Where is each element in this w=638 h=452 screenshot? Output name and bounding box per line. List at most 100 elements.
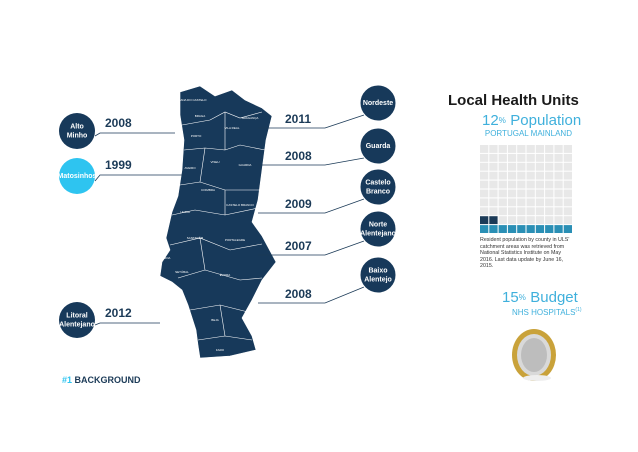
unit-year: 2008 [105, 116, 132, 130]
unit-callouts: Alto Minho 2008 Matosinhos 1999 Litoral Alente… [58, 84, 397, 338]
waffle-cell-filled [507, 225, 517, 233]
waffle-cell [517, 162, 526, 171]
district-label: VILA REAL [224, 126, 239, 130]
waffle-cell [535, 180, 545, 189]
budget-label: Budget [530, 289, 578, 306]
leader-line [94, 132, 175, 137]
note-box: Resident population by county in ULS' ca… [480, 237, 570, 270]
waffle-cell [507, 216, 517, 225]
waffle-cell [517, 189, 526, 198]
district-labels: VIANA DO CASTELO BRAGA VILA REAL BRAGANÇA PO… [160, 98, 259, 352]
waffle-cell [554, 216, 563, 225]
unit-label: Castelo Branco [365, 179, 390, 195]
unit-label-line: Baixo [368, 267, 387, 274]
waffle-cell [535, 145, 545, 153]
waffle-cell [526, 216, 535, 225]
waffle-cell [489, 189, 498, 198]
district-label: VISEU [210, 160, 219, 164]
waffle-cell [507, 153, 517, 162]
waffle-cell [563, 198, 572, 207]
waffle-cell [554, 171, 563, 180]
waffle-cell [535, 216, 545, 225]
leader-line [258, 240, 365, 256]
waffle-cell [545, 216, 554, 225]
waffle-cell [563, 207, 572, 216]
waffle-cell-filled [545, 225, 554, 233]
waffle-cell [545, 180, 554, 189]
footer-label: BACKGROUND [75, 375, 141, 385]
district-label: PORTALEGRE [225, 238, 245, 242]
district-label: GUARDA [239, 163, 252, 167]
waffle-cell [489, 153, 498, 162]
waffle-cell [489, 207, 498, 216]
waffle-cell [526, 207, 535, 216]
unit-label-line: Castelo [365, 179, 390, 186]
unit-label-line: Alto [70, 123, 84, 130]
district-label: BRAGA [195, 114, 206, 118]
unit-circle [59, 158, 95, 194]
waffle-cell [480, 171, 489, 180]
unit-label-line: Minho [67, 132, 88, 139]
waffle-cell [517, 153, 526, 162]
district-borders [169, 111, 266, 341]
district-label: LEIRIA [180, 210, 190, 214]
leader-line [258, 157, 365, 166]
waffle-cell [554, 145, 563, 153]
waffle-cell [498, 189, 507, 198]
leader-line [94, 174, 185, 182]
waffle-cell [563, 145, 572, 153]
unit-circle [359, 168, 397, 206]
unit-circle [359, 84, 397, 122]
unit-label-line: Norte [369, 221, 387, 228]
waffle-cell [545, 153, 554, 162]
district-label: PORTO [191, 134, 202, 138]
waffle-cell [480, 207, 489, 216]
waffle-cell [507, 198, 517, 207]
waffle-cell [507, 180, 517, 189]
waffle-cell [563, 162, 572, 171]
waffle-cell [563, 171, 572, 180]
unit-year: 2011 [285, 112, 311, 126]
waffle-cell [526, 145, 535, 153]
unit-label: Litoral Alentejano [59, 312, 95, 328]
waffle-cell [545, 189, 554, 198]
waffle-cell [545, 207, 554, 216]
waffle-cell [498, 180, 507, 189]
panel-title: Local Health Units [448, 92, 579, 109]
unit-label-line: Alentejano [59, 321, 95, 328]
unit-label: Matosinhos [58, 173, 97, 180]
waffle-cell [517, 198, 526, 207]
waffle-cell [554, 180, 563, 189]
waffle-cell [517, 171, 526, 180]
waffle-cell [526, 153, 535, 162]
note: Resident population by county in ULS' ca… [480, 237, 570, 270]
unit-label: Guarda [366, 143, 391, 150]
unit-label-line: Alentejano [360, 230, 396, 237]
waffle-cell [507, 145, 517, 153]
population-unit: % [499, 116, 506, 125]
district-label: SETÚBAL [175, 269, 189, 274]
waffle-cell [563, 180, 572, 189]
budget-heading: 15% Budget [502, 289, 579, 306]
district-label: SANTARÉM [187, 235, 204, 240]
waffle-cell [489, 180, 498, 189]
waffle-cell [498, 153, 507, 162]
waffle-cell [545, 145, 554, 153]
waffle-cell [563, 216, 572, 225]
waffle-cell [526, 189, 535, 198]
unit-circle [359, 256, 397, 294]
waffle-cell [480, 153, 489, 162]
unit-year: 2009 [285, 197, 312, 211]
unit-label-line: Litoral [66, 312, 87, 319]
waffle-cell [554, 189, 563, 198]
waffle-cell [498, 145, 507, 153]
unit-label: Alto Minho [67, 123, 88, 139]
waffle-cell [563, 153, 572, 162]
budget-footnote: (1) [575, 307, 581, 313]
waffle-cell [480, 189, 489, 198]
waffle-cell [554, 162, 563, 171]
unit-circle [359, 127, 397, 165]
waffle-cell [517, 207, 526, 216]
waffle-cell-filled [535, 225, 545, 233]
waffle-cell [489, 198, 498, 207]
